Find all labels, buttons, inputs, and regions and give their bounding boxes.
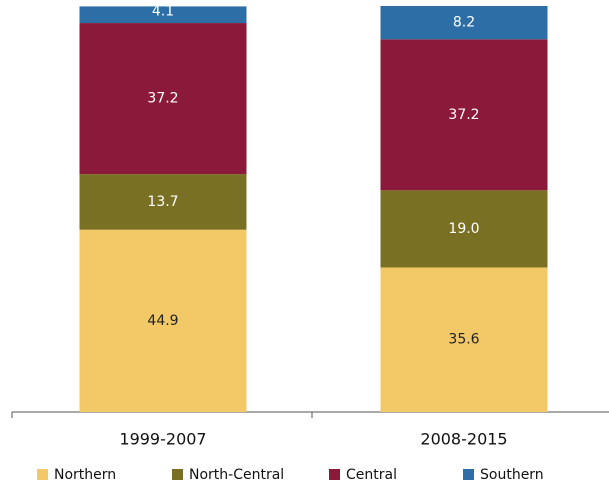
bar-segment	[380, 190, 548, 268]
bar-segment	[380, 267, 548, 412]
data-label: 37.2	[147, 91, 178, 107]
data-label: 37.2	[448, 107, 479, 123]
bar-segment	[380, 39, 548, 191]
bar-segment	[79, 23, 247, 175]
bar-segment	[79, 174, 247, 230]
data-label: 8.2	[453, 15, 475, 31]
data-label: 13.7	[147, 194, 178, 210]
data-label: 19.0	[448, 221, 479, 237]
bar-segment	[79, 6, 247, 24]
legend-swatch	[37, 469, 48, 480]
data-label: 35.6	[448, 332, 479, 348]
x-tick-label: 1999-2007	[119, 430, 206, 449]
x-tick-label: 2008-2015	[420, 430, 507, 449]
legend-swatch	[329, 469, 340, 480]
legend-label: Central	[346, 467, 397, 483]
legend-label: North-Central	[189, 467, 284, 483]
data-label: 44.9	[147, 313, 178, 329]
legend-label: Southern	[480, 467, 544, 483]
bar-segment	[79, 229, 247, 412]
bar-segment	[380, 6, 548, 40]
data-label: 4.1	[152, 4, 174, 20]
legend-swatch	[463, 469, 474, 480]
legend-label: Northern	[54, 467, 116, 483]
legend-swatch	[172, 469, 183, 480]
